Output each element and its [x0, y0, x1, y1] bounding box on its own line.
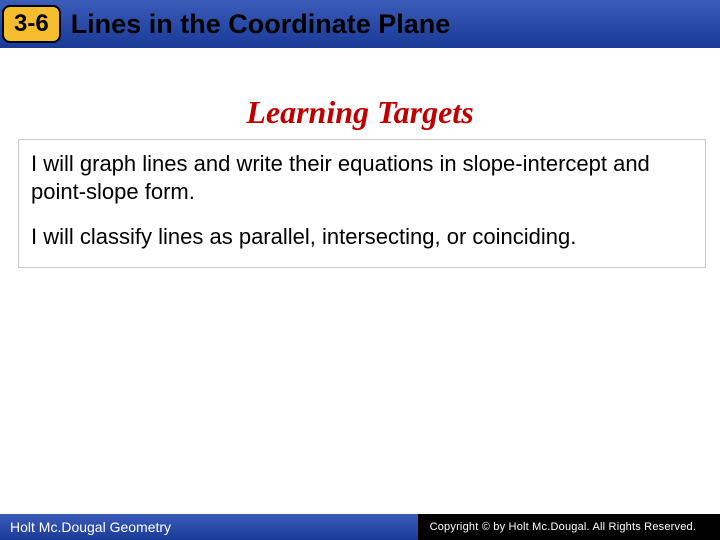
footer: Holt Mc.Dougal Geometry Copyright © by H… — [0, 514, 720, 540]
footer-left: Holt Mc.Dougal Geometry — [0, 514, 418, 540]
header-bar: 3-6 Lines in the Coordinate Plane — [0, 0, 720, 48]
target-item: I will classify lines as parallel, inter… — [31, 223, 693, 251]
section-heading: Learning Targets — [0, 94, 720, 131]
target-item: I will graph lines and write their equat… — [31, 150, 693, 205]
lesson-badge: 3-6 — [2, 5, 61, 43]
footer-right: Copyright © by Holt Mc.Dougal. All Right… — [418, 514, 720, 540]
targets-box: I will graph lines and write their equat… — [18, 139, 706, 268]
header-title: Lines in the Coordinate Plane — [71, 9, 451, 40]
